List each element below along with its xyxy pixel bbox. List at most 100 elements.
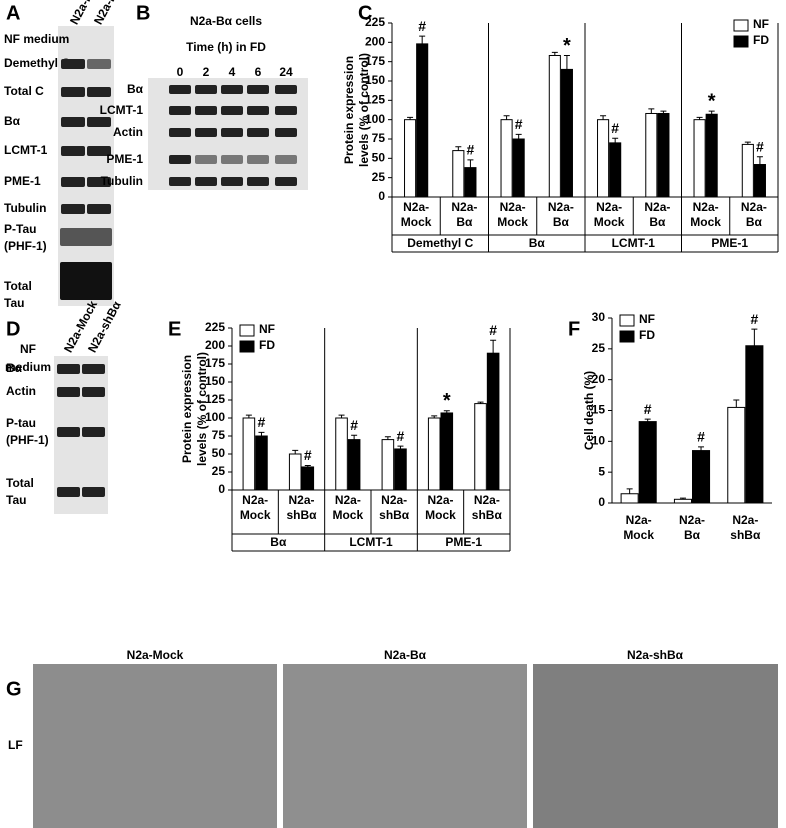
y-tick-label: 175 xyxy=(365,54,385,68)
legend-label: NF xyxy=(639,312,655,326)
error-bar xyxy=(431,415,438,418)
significance: # xyxy=(304,447,312,463)
bar xyxy=(427,417,441,491)
x-tick-label: Mock xyxy=(401,215,432,229)
blot-band xyxy=(195,85,217,94)
blot-band xyxy=(169,177,191,186)
x-tick-label: Bα xyxy=(684,528,701,542)
error-bar xyxy=(397,445,404,449)
y-tick-label: 0 xyxy=(218,482,225,496)
medium-label: medium xyxy=(5,360,51,374)
blot-band xyxy=(195,128,217,137)
blot-band xyxy=(169,106,191,115)
error-bar xyxy=(696,116,703,120)
legend-label: NF xyxy=(753,17,769,31)
blot-band xyxy=(169,128,191,137)
blot-band xyxy=(275,155,297,164)
blot-row-label: Total xyxy=(6,476,34,490)
bar xyxy=(560,68,573,198)
bar xyxy=(620,493,639,504)
blot-row-label: Tau xyxy=(4,296,24,310)
error-bar xyxy=(351,434,358,440)
blot-band xyxy=(87,204,111,214)
x-tick-label: N2a- xyxy=(335,493,361,507)
blot-row-label: PME-1 xyxy=(106,152,143,166)
blot-row-label: LCMT-1 xyxy=(100,103,144,117)
bar xyxy=(609,142,622,198)
bar xyxy=(705,113,718,198)
blot-band xyxy=(221,177,243,186)
significance: # xyxy=(258,414,266,430)
blot-row-label: P-tau xyxy=(6,416,36,430)
x-tick-label: N2a- xyxy=(548,200,574,214)
error-bar xyxy=(455,146,462,151)
x-tick-label: Mock xyxy=(240,508,271,522)
blot-row-label: LCMT-1 xyxy=(4,143,48,157)
y-tick-label: 30 xyxy=(592,310,606,324)
error-bar xyxy=(407,116,414,120)
blot-band xyxy=(275,85,297,94)
x-tick-label: N2a- xyxy=(500,200,526,214)
x-tick-label: N2a- xyxy=(741,200,767,214)
bar xyxy=(512,138,525,198)
y-tick-label: 25 xyxy=(212,464,226,478)
time-label: 4 xyxy=(229,65,236,79)
blot-band xyxy=(221,106,243,115)
y-tick-label: 100 xyxy=(365,112,385,126)
blot-band xyxy=(82,364,105,374)
x-tick-label: N2a- xyxy=(596,200,622,214)
bar xyxy=(440,412,454,491)
y-tick-label: 10 xyxy=(592,434,606,448)
blot-band xyxy=(195,106,217,115)
blot-band xyxy=(221,155,243,164)
legend-label: FD xyxy=(639,328,655,342)
blot-band xyxy=(195,155,217,164)
blot-band xyxy=(61,177,85,187)
bar xyxy=(335,417,348,491)
y-tick-label: 175 xyxy=(205,356,225,370)
legend-swatch xyxy=(733,19,749,32)
blot-band xyxy=(57,487,80,497)
error-bar xyxy=(756,156,763,165)
x-tick-label: N2a- xyxy=(403,200,429,214)
error-bar xyxy=(612,137,619,143)
blot-band xyxy=(61,146,85,156)
blot-band xyxy=(247,128,269,137)
y-tick-label: 15 xyxy=(592,403,606,417)
blot-band xyxy=(82,387,105,397)
time-label: 24 xyxy=(279,65,293,79)
panel-letter: F xyxy=(568,318,580,340)
significance: # xyxy=(611,120,619,136)
blot-band xyxy=(57,427,80,437)
blot-band xyxy=(57,364,80,374)
error-bar xyxy=(698,446,705,451)
y-tick-label: 25 xyxy=(592,341,606,355)
x-tick-label: Bα xyxy=(649,215,666,229)
y-axis-label: Protein expression xyxy=(342,56,356,164)
x-tick-label: Bα xyxy=(553,215,570,229)
bar xyxy=(727,406,746,504)
blot-row-label: Total C xyxy=(4,84,44,98)
x-tick-label: shBα xyxy=(286,508,317,522)
blot-band xyxy=(247,85,269,94)
blot-band xyxy=(57,387,80,397)
significance: # xyxy=(697,429,705,445)
blot-band xyxy=(61,59,85,69)
blot-row-label: P-Tau xyxy=(4,222,36,236)
significance: # xyxy=(515,116,523,132)
blot-row-label: (PHF-1) xyxy=(4,239,47,253)
blot-band xyxy=(195,177,217,186)
x-tick-label: shBα xyxy=(472,508,503,522)
y-tick-label: 125 xyxy=(205,392,225,406)
y-axis-label: levels (% of control) xyxy=(357,53,371,167)
error-bar xyxy=(644,418,651,422)
blot-band xyxy=(61,204,85,214)
error-bar xyxy=(679,497,686,500)
error-bar xyxy=(744,141,751,145)
significance: # xyxy=(750,311,758,327)
x-tick-label: N2a- xyxy=(242,493,268,507)
group-label: Demethyl C xyxy=(407,236,473,250)
error-bar xyxy=(467,159,474,168)
y-tick-label: 150 xyxy=(365,73,385,87)
blot-row-label: Tau xyxy=(6,493,26,507)
